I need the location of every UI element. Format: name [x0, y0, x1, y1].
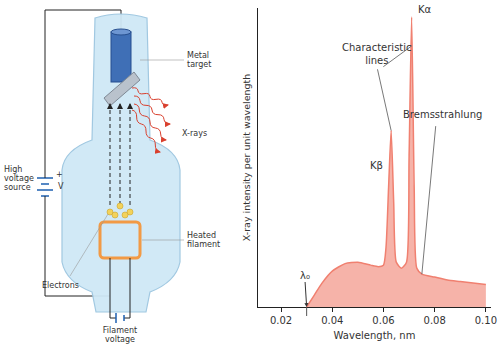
svg-text:Wavelength, nm: Wavelength, nm — [334, 330, 416, 341]
svg-text:Bremsstrahlung: Bremsstrahlung — [403, 109, 482, 120]
svg-text:0.04: 0.04 — [321, 315, 343, 326]
svg-text:Characteristiclines: Characteristiclines — [342, 42, 412, 66]
svg-text:0.08: 0.08 — [424, 315, 446, 326]
svg-text:0.10: 0.10 — [475, 315, 497, 326]
svg-text:Kβ: Kβ — [370, 160, 383, 171]
svg-text:V: V — [58, 182, 64, 191]
svg-text:Kα: Kα — [418, 4, 432, 15]
svg-text:λ₀: λ₀ — [300, 270, 310, 281]
svg-text:+: + — [56, 170, 63, 179]
svg-text:X-ray intensity per unit wavel: X-ray intensity per unit wavelength — [241, 74, 252, 242]
svg-text:Heatedfilament: Heatedfilament — [187, 231, 220, 249]
svg-text:Filamentvoltage: Filamentvoltage — [103, 326, 137, 344]
svg-text:Metaltarget: Metaltarget — [187, 51, 211, 69]
svg-text:Electrons: Electrons — [42, 281, 79, 290]
svg-text:X-rays: X-rays — [182, 129, 207, 138]
svg-text:0.06: 0.06 — [372, 315, 394, 326]
svg-text:0.02: 0.02 — [270, 315, 292, 326]
svg-text:Highvoltagesource: Highvoltagesource — [4, 165, 34, 192]
